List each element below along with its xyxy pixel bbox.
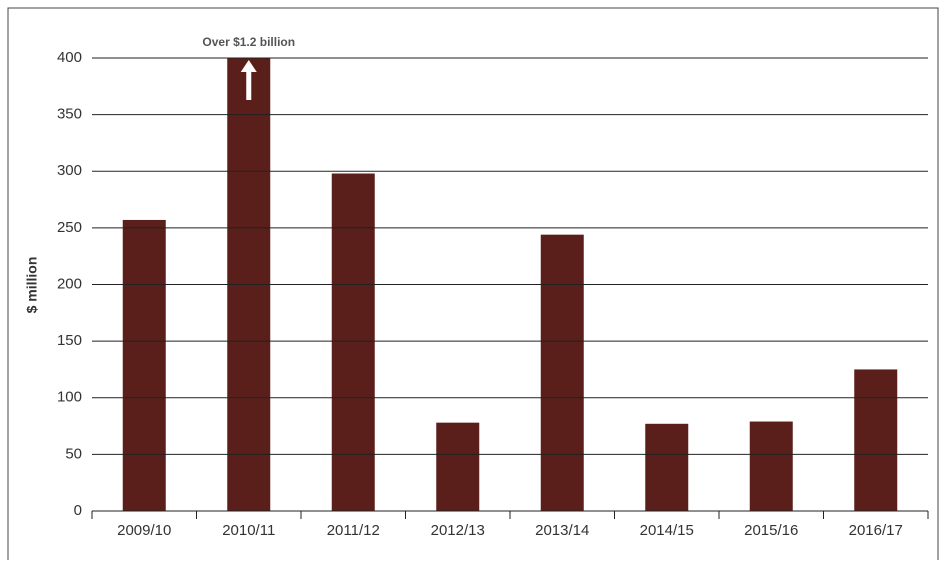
y-tick-label: 150 [57,332,82,349]
x-tick-label: 2010/11 [222,522,275,539]
y-tick-label: 0 [74,502,82,519]
y-tick-label: 100 [57,389,82,406]
bar [749,421,793,511]
x-tick-label: 2013/14 [535,522,589,539]
bar [854,369,898,511]
x-tick-label: 2009/10 [117,522,171,539]
x-tick-label: 2012/13 [431,522,485,539]
bar [122,219,166,511]
y-tick-label: 400 [57,49,82,66]
y-tick-label: 300 [57,162,82,179]
x-tick-label: 2016/17 [849,522,903,539]
x-tick-label: 2014/15 [640,522,694,539]
frame [7,7,939,560]
y-tick-label: 250 [57,219,82,236]
x-tick-label: 2011/12 [327,522,380,539]
y-tick-label: 350 [57,106,82,123]
arrow [240,60,257,100]
y-tick-label: 200 [57,275,82,292]
bar [540,234,584,511]
y-tick-label: 50 [65,445,82,462]
y-axis-label: $ million [24,257,40,314]
bars [122,58,898,511]
bar [436,422,480,511]
x-tick-label: 2015/16 [744,522,798,539]
bar [331,173,375,511]
bar [645,423,689,511]
annotation: Over $1.2 billion [202,35,295,49]
